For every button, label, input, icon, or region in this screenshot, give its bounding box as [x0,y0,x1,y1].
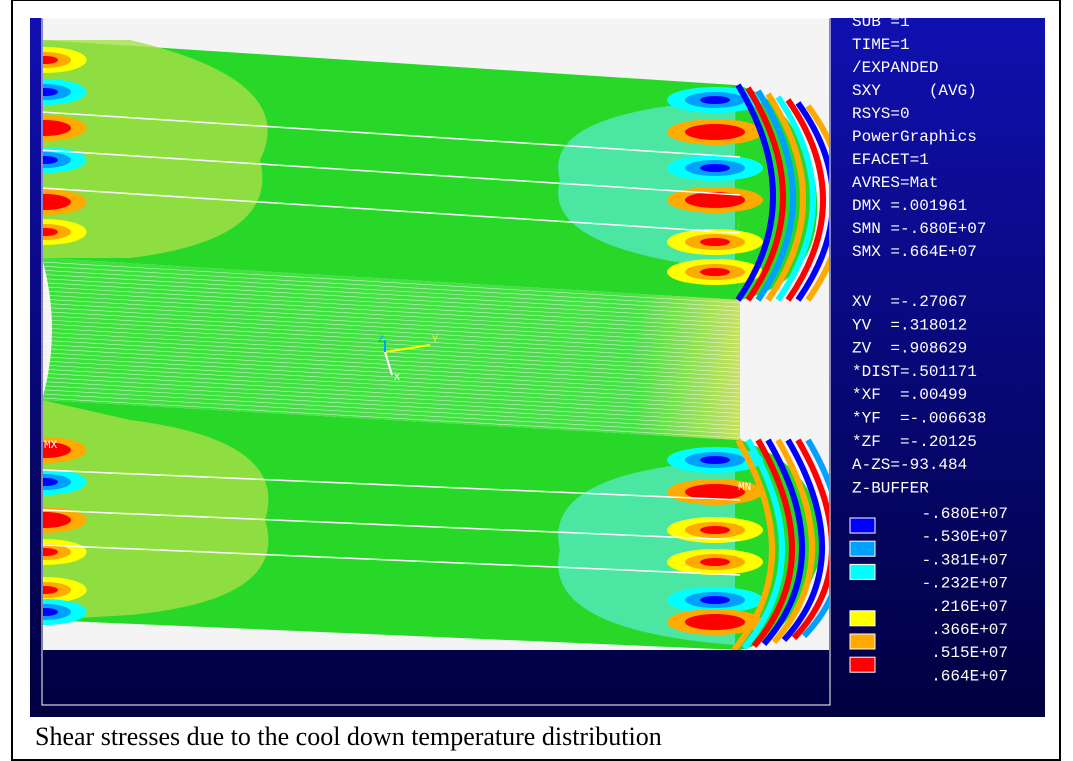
view-line: *ZF =-.20125 [852,433,977,451]
model: X Y Z MX MN [3,40,843,650]
view-line: XV =-.27067 [852,293,967,311]
legend-label: .664E+07 [931,667,1008,685]
view-line: *XF =.00499 [852,386,967,404]
legend-swatch [850,541,875,556]
legend-swatch [850,657,875,672]
info-line: SXY (AVG) [852,82,977,100]
view-line: *YF =-.006638 [852,410,986,428]
legend-label: -.680E+07 [922,505,1008,523]
page: X Y Z MX MN -.680E+07 -.530E+07 -.381E+07 -.232… [0,0,1073,761]
info-line: AVRES=Mat [852,174,938,192]
stress-zone [700,164,730,172]
view-line: A-ZS=-93.484 [852,456,967,474]
stress-zone [700,526,730,534]
stress-zone [700,196,730,204]
stress-zone [700,456,730,464]
view-line: ZV =.908629 [852,340,967,358]
info-line: /EXPANDED [852,59,938,77]
max-label: MX [44,440,58,452]
stress-zone [700,596,730,604]
info-line: RSYS=0 [852,105,910,123]
min-label: MN [738,482,751,494]
legend-label: -.530E+07 [922,528,1008,546]
legend-label: -.232E+07 [922,575,1008,593]
axis-label: Y [432,335,438,346]
info-line: SMN =-.680E+07 [852,220,986,238]
info-line: SUB =1 [852,13,910,31]
legend-label: .515E+07 [931,644,1008,662]
legend-swatch [850,564,875,579]
legend-label: -.381E+07 [922,551,1008,569]
stress-zone [700,96,730,104]
info-line: TIME=1 [852,36,910,54]
legend-label: .366E+07 [931,621,1008,639]
view-line: YV =.318012 [852,316,967,334]
stress-zone [700,128,730,136]
axis-label: X [394,373,400,384]
stress-zone [700,268,730,276]
info-panel: SUB =1 TIME=1/EXPANDED SXY (AVG) RSYS=0 Powe… [852,13,986,497]
info-line: SMX =.664E+07 [852,243,977,261]
view-line: *DIST=.501171 [852,363,977,381]
info-line: PowerGraphics [852,128,977,146]
legend-label: .216E+07 [931,598,1008,616]
legend-swatch [850,634,875,649]
legend-swatch [850,611,875,626]
info-line: DMX =.001961 [852,197,967,215]
legend-swatch [850,518,875,533]
stress-zone [700,238,730,246]
stress-zone [700,618,730,626]
stress-zone [700,558,730,566]
ansys-screenshot: X Y Z MX MN -.680E+07 -.530E+07 -.381E+07 -.232… [0,0,1073,761]
view-line: Z-BUFFER [852,479,929,497]
caption: Shear stresses due to the cool down temp… [35,722,662,752]
stress-zone [700,488,730,496]
axis-label: Z [378,335,384,346]
info-line: EFACET=1 [852,151,929,169]
